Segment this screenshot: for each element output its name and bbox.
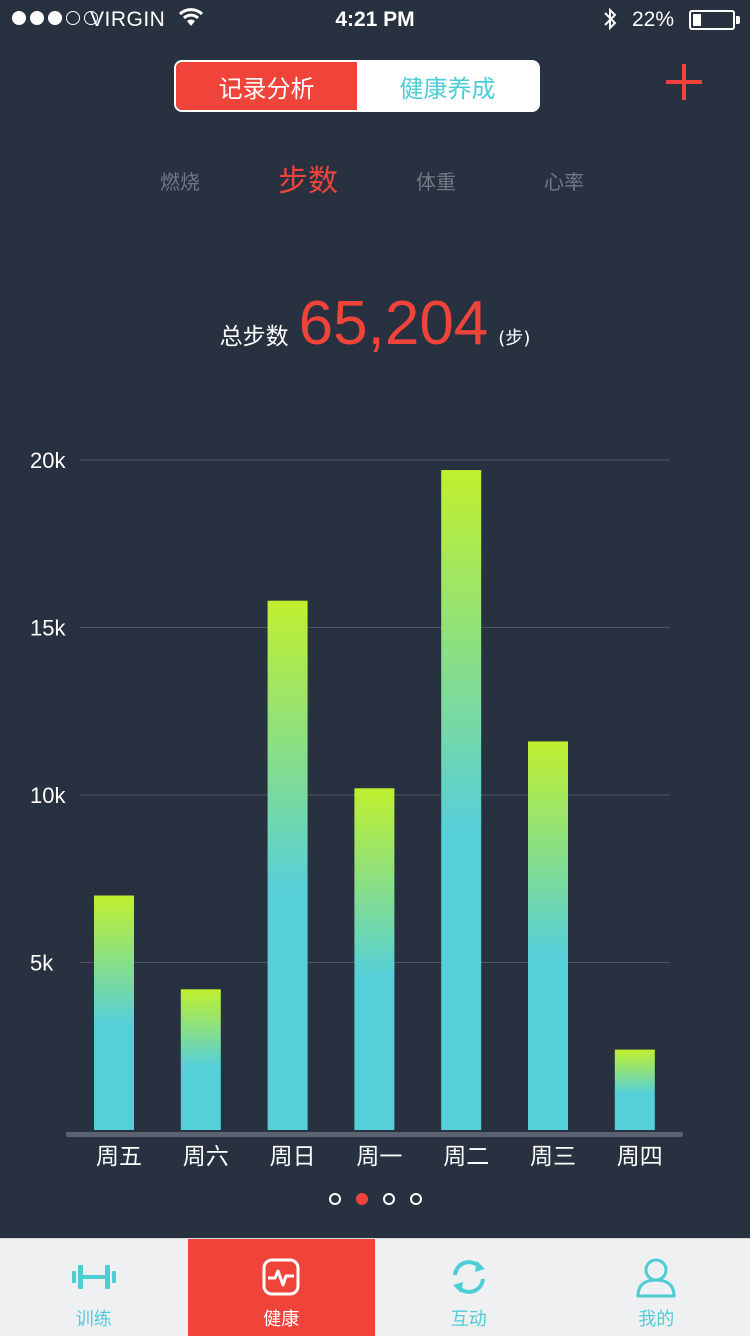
chart-grid: 5k 10k 15k 20k — [30, 448, 670, 976]
tab-burn[interactable]: 燃烧 — [160, 170, 200, 194]
x-tick-label: 周二 — [443, 1144, 489, 1170]
plus-icon[interactable] — [666, 64, 702, 100]
chart-bars — [94, 470, 655, 1130]
segment-record-analysis[interactable]: 记录分析 — [176, 62, 357, 110]
segment-health-habits[interactable]: 健康养成 — [357, 62, 538, 110]
tab-training-label: 训练 — [75, 1309, 112, 1330]
y-tick-label: 20k — [30, 448, 66, 473]
tab-heart-rate[interactable]: 心率 — [544, 170, 584, 194]
x-tick-label: 周三 — [530, 1144, 576, 1170]
sync-icon — [445, 1255, 493, 1299]
bar[interactable] — [441, 470, 482, 1130]
tab-training[interactable]: 训练 — [0, 1239, 188, 1336]
bottom-tab-bar: 训练 健康 互动 我的 — [0, 1238, 750, 1336]
tab-health-label: 健康 — [263, 1309, 300, 1330]
battery-tip — [736, 16, 740, 24]
tab-steps[interactable]: 步数 — [278, 164, 338, 199]
clock: 4:21 PM — [335, 8, 415, 31]
carrier-name: VIRGIN — [90, 8, 166, 31]
y-tick-label: 5k — [30, 951, 54, 976]
x-tick-label: 周六 — [183, 1144, 229, 1170]
tab-health[interactable]: 健康 — [187, 1239, 375, 1336]
chart-baseline — [66, 1132, 683, 1137]
signal-strength-icon — [12, 11, 98, 25]
bluetooth-icon — [602, 6, 618, 38]
bar[interactable] — [354, 788, 395, 1130]
battery-icon — [689, 10, 735, 30]
x-tick-label: 周日 — [270, 1144, 316, 1170]
x-tick-label: 周一 — [356, 1144, 402, 1170]
page-dot[interactable] — [382, 1193, 395, 1205]
tab-profile[interactable]: 我的 — [563, 1239, 750, 1336]
y-tick-label: 10k — [30, 783, 66, 808]
chart-x-labels: 周五 周六 周日 周一 周二 周三 周四 — [96, 1144, 663, 1170]
tab-profile-label: 我的 — [638, 1309, 675, 1330]
y-tick-label: 15k — [30, 616, 66, 641]
battery-percent: 22% — [632, 8, 675, 31]
total-steps-value: 65,204 — [298, 289, 489, 358]
bar[interactable] — [180, 989, 221, 1130]
wifi-icon — [178, 6, 204, 34]
steps-bar-chart: 5k 10k 15k 20k 周五 周六 周日 周一 周二 周三 周四 — [30, 448, 683, 1170]
dumbbell-icon — [70, 1255, 118, 1299]
bar[interactable] — [94, 895, 134, 1131]
tab-weight[interactable]: 体重 — [416, 170, 456, 194]
bar[interactable] — [528, 741, 568, 1130]
page-dot[interactable] — [328, 1193, 341, 1205]
total-steps-summary: 总步数 65,204 (步) — [0, 288, 750, 359]
tab-interact[interactable]: 互动 — [375, 1239, 563, 1336]
page-dot[interactable] — [355, 1193, 368, 1205]
profile-icon — [632, 1255, 680, 1299]
x-tick-label: 周五 — [96, 1144, 142, 1170]
view-segmented-control: 记录分析 健康养成 — [174, 60, 540, 112]
bar[interactable] — [614, 1049, 655, 1130]
heart-rate-icon — [257, 1255, 305, 1299]
total-steps-unit: (步) — [498, 328, 531, 349]
status-bar: VIRGIN 4:21 PM 22% — [0, 0, 750, 40]
total-steps-label: 总步数 — [219, 324, 289, 350]
page-indicator — [0, 1193, 750, 1205]
x-tick-label: 周四 — [617, 1144, 663, 1170]
tab-interact-label: 互动 — [450, 1309, 487, 1330]
bar[interactable] — [267, 600, 308, 1130]
page-dot[interactable] — [409, 1193, 422, 1205]
